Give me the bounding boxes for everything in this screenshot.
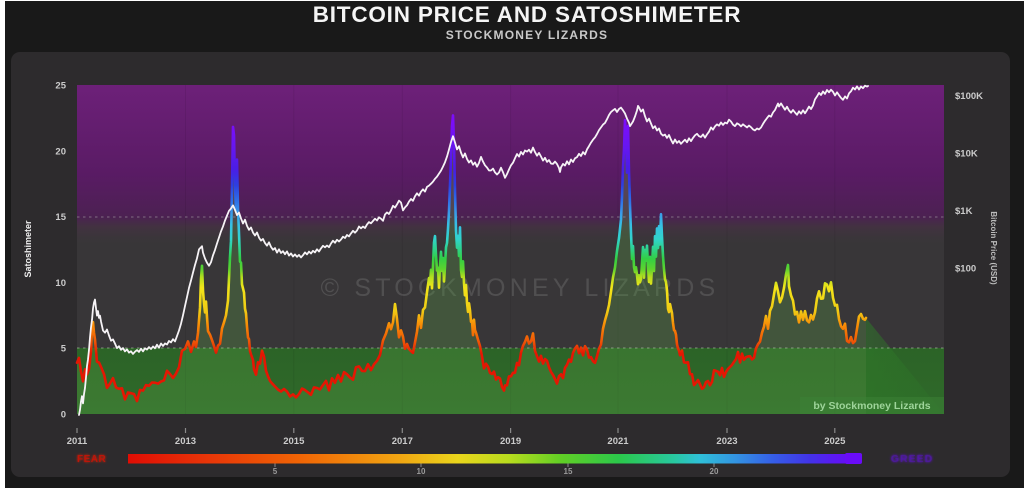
svg-text:2025: 2025 [824,436,846,447]
svg-text:$100K: $100K [955,91,983,102]
svg-text:GREED: GREED [891,453,933,465]
svg-text:0: 0 [61,410,66,421]
svg-text:FEAR: FEAR [77,454,107,465]
svg-text:2011: 2011 [67,436,88,447]
svg-text:Bitcoin Price (USD): Bitcoin Price (USD) [989,211,998,285]
svg-text:2013: 2013 [175,436,196,447]
svg-text:STOCKMONEY LIZARDS: STOCKMONEY LIZARDS [446,28,609,42]
svg-text:2019: 2019 [500,436,521,447]
svg-text:15: 15 [564,467,573,476]
svg-text:FEAR: FEAR [77,454,107,465]
svg-text:GREED: GREED [891,453,933,465]
svg-text:2021: 2021 [607,436,629,447]
svg-text:Satoshimeter: Satoshimeter [23,220,33,278]
svg-text:20: 20 [55,146,66,157]
svg-text:by Stockmoney Lizards: by Stockmoney Lizards [813,400,930,412]
svg-text:10: 10 [417,467,426,476]
svg-text:2015: 2015 [283,436,305,447]
svg-text:15: 15 [55,212,66,223]
svg-text:25: 25 [55,81,66,92]
svg-text:20: 20 [710,467,719,476]
svg-text:5: 5 [273,467,278,476]
svg-text:10: 10 [55,278,66,289]
svg-text:BITCOIN PRICE AND SATOSHIMETER: BITCOIN PRICE AND SATOSHIMETER [313,2,742,27]
svg-text:5: 5 [61,344,67,355]
svg-text:2017: 2017 [392,436,413,447]
svg-text:$1K: $1K [955,206,973,217]
svg-text:$10K: $10K [955,149,978,160]
svg-text:$100: $100 [955,264,976,275]
svg-text:2023: 2023 [716,436,737,447]
